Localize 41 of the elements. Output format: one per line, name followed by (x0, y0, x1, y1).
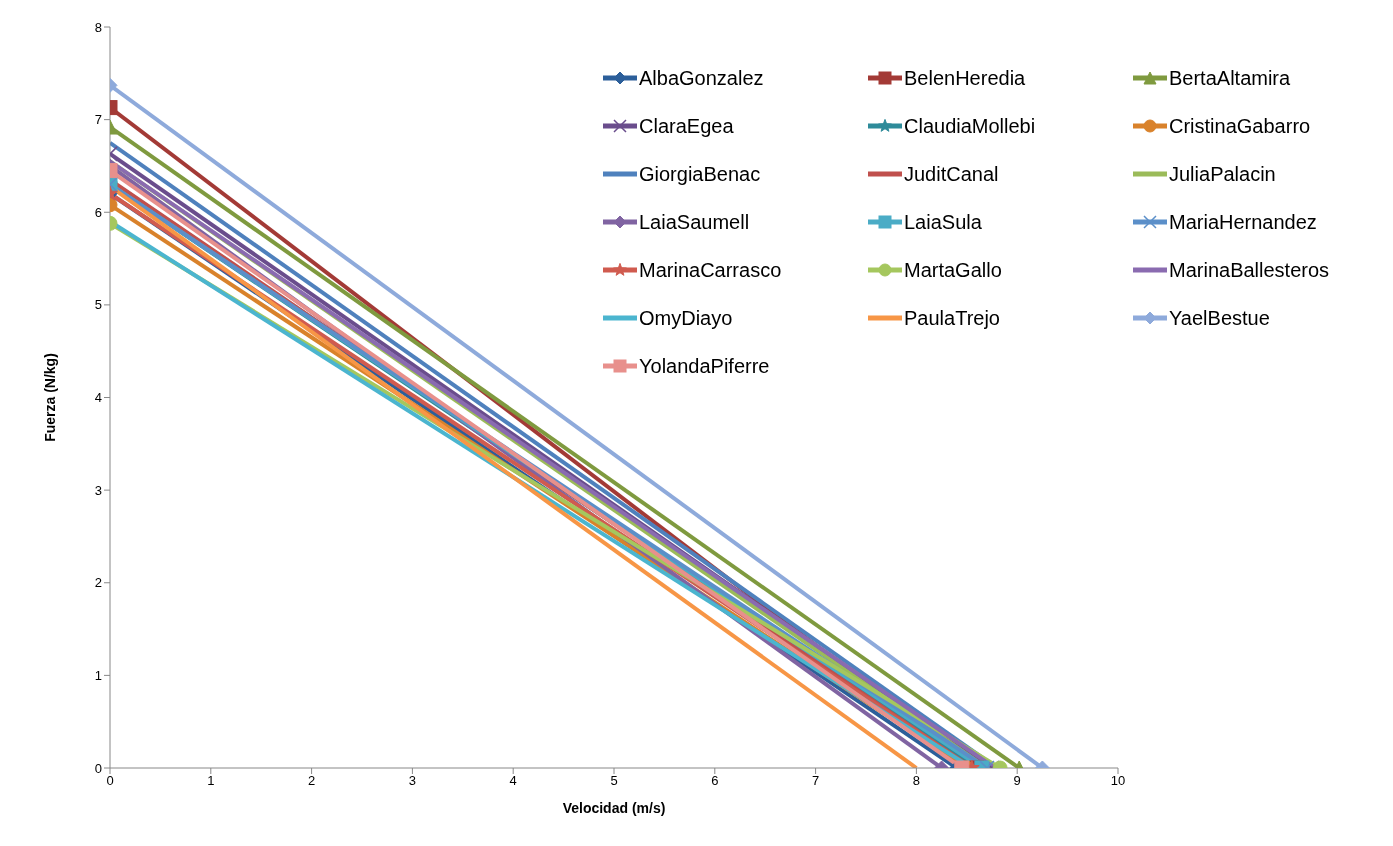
legend-label: GiorgiaBenac (639, 162, 761, 186)
legend-label: MarinaBallesteros (1169, 258, 1330, 282)
x-tick-label: 6 (711, 773, 719, 789)
x-tick-label: 7 (811, 773, 820, 789)
x-tick-label: 4 (509, 773, 517, 789)
y-tick-label: 2 (94, 575, 102, 591)
legend-label: AlbaGonzalez (639, 66, 764, 90)
x-tick-label: 9 (1013, 773, 1021, 789)
legend-label: JuliaPalacin (1169, 162, 1276, 186)
legend-label: YolandaPiferre (639, 354, 770, 378)
x-tick-label: 0 (106, 773, 114, 789)
x-tick-label: 3 (408, 773, 417, 789)
legend-label: MartaGallo (904, 258, 1002, 282)
legend-label: BertaAltamira (1169, 66, 1291, 90)
x-tick-label: 1 (207, 773, 215, 789)
y-axis-title: Fuerza (N/kg) (41, 353, 58, 442)
legend-label: MarinaCarrasco (639, 258, 782, 282)
x-tick-label: 5 (610, 773, 618, 789)
y-tick-label: 4 (94, 390, 102, 406)
legend-label: OmyDiayo (639, 306, 733, 330)
y-tick-label: 5 (94, 297, 102, 313)
x-tick-label: 10 (1110, 773, 1126, 789)
legend-label: LaiaSaumell (639, 210, 750, 234)
legend-label: PaulaTrejo (904, 306, 1000, 330)
legend-label: ClaudiaMollebi (904, 114, 1036, 138)
y-tick-label: 6 (94, 204, 102, 220)
x-tick-label: 8 (912, 773, 921, 789)
legend-label: BelenHeredia (904, 66, 1026, 90)
legend-label: CristinaGabarro (1169, 114, 1311, 138)
legend-label: LaiaSula (904, 210, 982, 234)
legend-label: YaelBestue (1169, 306, 1270, 330)
y-tick-label: 1 (94, 667, 102, 683)
legend-label: JuditCanal (904, 162, 999, 186)
legend-label: ClaraEgea (639, 114, 734, 138)
x-axis-title: Velocidad (m/s) (562, 800, 666, 816)
x-tick-label: 2 (307, 773, 316, 789)
y-tick-label: 8 (94, 19, 102, 35)
y-tick-label: 0 (94, 760, 102, 776)
y-tick-label: 7 (94, 112, 102, 128)
y-tick-label: 3 (94, 482, 102, 498)
legend-label: MariaHernandez (1169, 210, 1317, 234)
